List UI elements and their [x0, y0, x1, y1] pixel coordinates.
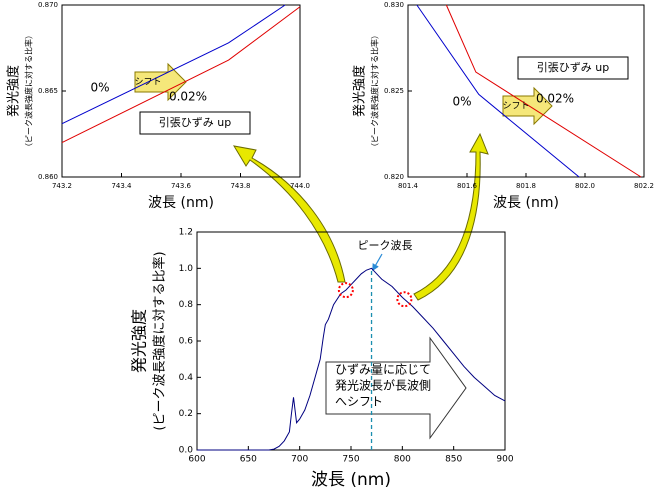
series-label: 0% — [90, 81, 109, 95]
line-series — [61, 6, 301, 144]
y-tick-label: 0.860 — [38, 173, 58, 181]
plot-frame — [196, 231, 506, 451]
y-tick-label: 0.820 — [384, 173, 404, 181]
series-label: 0% — [452, 95, 471, 109]
line-series — [61, 4, 286, 125]
curved-arrow — [413, 132, 489, 301]
y-tick-label: 1.0 — [179, 264, 194, 274]
annotation: へシフト — [335, 395, 383, 409]
y-tick-label: 0.8 — [179, 300, 194, 310]
label-box — [517, 56, 629, 80]
y-tick-label: 0.870 — [38, 1, 58, 9]
x-tick-label: 801.6 — [457, 182, 478, 190]
x-tick-label: 750 — [342, 455, 359, 465]
marker-circle — [337, 282, 354, 299]
x-tick-label: 801.4 — [398, 182, 419, 190]
y-tick-label: 0.830 — [384, 1, 404, 9]
series-label: 0.02% — [536, 92, 574, 106]
x-tick-label: 801.8 — [516, 182, 536, 190]
x-axis-label: 波長 (nm) — [148, 195, 214, 211]
y-tick-label: 1.2 — [179, 228, 193, 238]
x-tick-label: 802.2 — [634, 182, 654, 190]
y-axis-label: 発光強度 — [352, 65, 368, 117]
x-tick-label: 743.8 — [230, 182, 250, 190]
plot-frame — [407, 4, 645, 178]
y-tick-label: 0.825 — [384, 87, 404, 95]
y-tick-label: 0.6 — [179, 337, 194, 347]
peak-pointer — [372, 253, 383, 272]
annotation: 引張ひずみ up — [159, 115, 231, 129]
x-axis-label: 波長 (nm) — [311, 470, 391, 490]
line-series — [445, 4, 642, 178]
y-axis-sublabel: （ピーク波長強度に対する比率） — [370, 31, 380, 151]
annotation: ピーク波長 — [358, 239, 413, 252]
x-tick-label: 743.6 — [171, 182, 192, 190]
curved-arrow — [233, 145, 346, 283]
x-tick-label: 800 — [394, 455, 411, 465]
x-tick-label: 650 — [240, 455, 257, 465]
x-tick-label: 743.2 — [52, 182, 72, 190]
y-axis-label: 発光強度 — [6, 65, 22, 117]
x-tick-label: 700 — [291, 455, 308, 465]
y-tick-label: 0.4 — [179, 373, 194, 383]
annotation: 発光波長が長波側 — [335, 378, 431, 393]
y-axis-sublabel: （ピーク波長強度に対する比率） — [24, 31, 34, 151]
x-tick-label: 900 — [496, 455, 513, 465]
y-tick-label: 0.0 — [179, 446, 194, 456]
x-tick-label: 850 — [445, 455, 462, 465]
annotation: シフト — [502, 102, 529, 112]
y-axis-label: 発光強度 — [130, 309, 149, 373]
annotation: ひずみ量に応じて — [335, 363, 431, 377]
x-tick-label: 743.4 — [111, 182, 132, 190]
marker-circle — [396, 291, 413, 308]
label-box — [139, 111, 251, 135]
line-series — [197, 267, 506, 451]
x-tick-label: 802.0 — [575, 182, 595, 190]
series-label: 0.02% — [169, 90, 207, 104]
x-axis-label: 波長 (nm) — [493, 195, 559, 211]
x-tick-label: 600 — [188, 455, 205, 465]
annotation: シフト — [134, 78, 161, 88]
y-axis-sublabel: (ピーク波長強度に対する比率) — [152, 251, 168, 430]
shift-arrow — [134, 62, 187, 102]
y-tick-label: 0.2 — [179, 409, 193, 419]
annotation: 引張ひずみ up — [537, 60, 609, 74]
big-arrow — [325, 336, 467, 440]
x-tick-label: 744.0 — [290, 182, 310, 190]
y-tick-label: 0.865 — [38, 87, 58, 95]
line-series — [416, 4, 580, 178]
